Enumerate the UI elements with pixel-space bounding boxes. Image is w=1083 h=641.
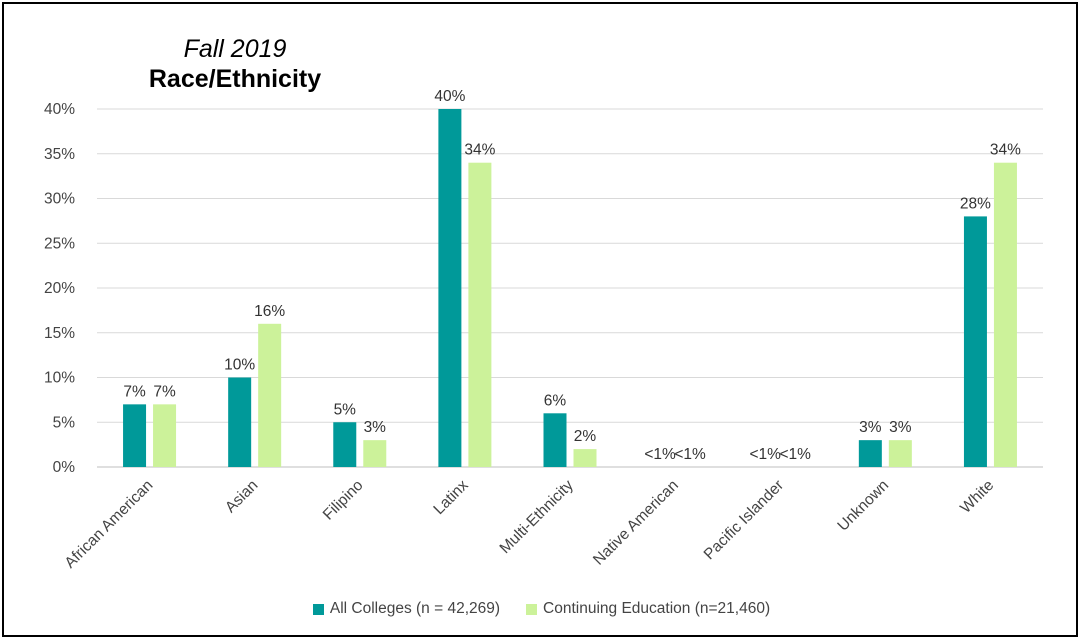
y-tick-label: 20% [44,280,75,297]
chart-title: Fall 2019 [183,35,287,63]
bar-continuing-education [258,323,282,467]
data-label: 28% [960,195,991,212]
data-label: 7% [123,383,146,400]
legend-item-continuing-education: Continuing Education (n=21,460) [526,600,770,618]
data-label: 2% [574,428,597,445]
data-label: 3% [364,419,387,436]
data-label: 40% [434,88,465,105]
bar-all-colleges [543,413,567,467]
legend-item-all-colleges: All Colleges (n = 42,269) [312,600,501,618]
y-tick-label: 30% [44,191,75,208]
y-tick-label: 0% [53,459,76,476]
bar-all-colleges [438,109,462,467]
data-label: 7% [153,383,176,400]
data-label: 10% [224,357,255,374]
y-tick-label: 25% [44,235,75,252]
legend-swatch-all-colleges [312,603,324,615]
data-label: <1% [749,446,781,463]
bar-all-colleges [333,422,357,467]
legend: All Colleges (n = 42,269) Continuing Edu… [0,600,1083,618]
legend-label-all-colleges: All Colleges (n = 42,269) [329,600,501,617]
chart-title-block: Fall 2019 Race/Ethnicity [110,34,360,94]
x-category-label: Filipino [320,477,367,524]
bar-continuing-education [468,162,492,467]
bar-continuing-education [573,449,597,467]
x-category-label: African American [62,477,157,572]
bar-continuing-education [363,440,387,467]
data-label: 6% [544,392,567,409]
y-tick-label: 40% [44,101,75,118]
y-tick-label: 5% [53,414,76,431]
x-category-label: Native American [590,477,682,569]
data-label: <1% [644,446,676,463]
data-label: 5% [334,401,357,418]
y-tick-label: 10% [44,370,75,387]
data-label: <1% [674,446,706,463]
data-label: 34% [464,142,495,159]
bar-continuing-education [888,440,912,467]
x-category-label: Asian [222,477,261,516]
data-label: 3% [889,419,912,436]
bar-all-colleges [123,404,147,467]
bar-all-colleges [963,216,987,467]
y-tick-label: 15% [44,325,75,342]
bar-continuing-education [153,404,177,467]
bar-all-colleges [228,377,252,467]
data-label: 3% [859,419,882,436]
y-tick-label: 35% [44,146,75,163]
legend-swatch-continuing-education [526,603,538,615]
x-category-label: Pacific Islander [701,477,787,563]
x-category-label: White [957,477,997,517]
x-category-label: Unknown [834,477,892,535]
chart-subtitle: Race/Ethnicity [148,65,322,93]
legend-label-continuing-education: Continuing Education (n=21,460) [543,600,771,617]
data-label: 34% [990,142,1021,159]
data-label: 16% [254,303,285,320]
data-label: <1% [779,446,811,463]
bar-continuing-education [993,162,1017,467]
x-category-label: Latinx [430,477,471,518]
x-category-label: Multi-Ethnicity [497,477,577,557]
bar-all-colleges [858,440,882,467]
